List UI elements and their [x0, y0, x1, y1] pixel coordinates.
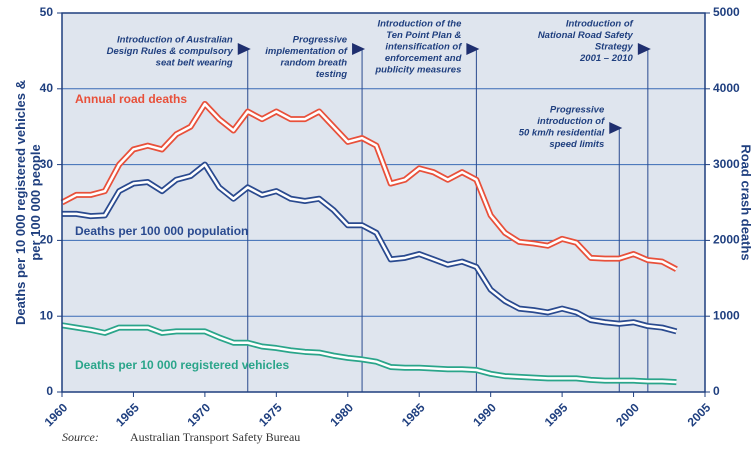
- x-tick-label: 1985: [399, 400, 428, 429]
- annotation-text: publicity measures: [374, 65, 461, 76]
- x-tick-label: 1970: [184, 400, 213, 429]
- annotation-flag: [237, 43, 251, 55]
- annotation-text: enforcement and: [385, 53, 462, 64]
- series-line: [61, 102, 678, 271]
- y2-tick-label: 2000: [713, 233, 740, 247]
- y-tick-label: 10: [40, 308, 54, 322]
- y-tick-label: 20: [40, 233, 54, 247]
- y-axis-label-line: Deaths per 10 000 registered vehicles &: [13, 80, 28, 325]
- series-line: [62, 163, 677, 333]
- annotation-flag: [637, 43, 651, 55]
- y-tick-label: 50: [40, 5, 54, 19]
- y2-tick-label: 4000: [713, 81, 740, 95]
- x-tick-label: 2000: [613, 400, 642, 429]
- annotation-text: Introduction of Australian: [117, 35, 233, 46]
- annotation-text: seat belt wearing: [156, 58, 233, 69]
- annotation-text: random breath: [281, 58, 348, 69]
- plot-frame: [61, 12, 706, 393]
- annotation-text: Introduction of: [566, 19, 634, 30]
- x-tick-label: 1975: [256, 400, 285, 429]
- annotation-text: Strategy: [595, 42, 634, 53]
- annotation-text: Introduction of the: [377, 19, 462, 30]
- annotation-flag: [352, 43, 366, 55]
- annotation-text: speed limits: [549, 139, 604, 150]
- annotation-text: 50 km/h residential: [519, 128, 605, 139]
- annotation-flag: [466, 43, 480, 55]
- x-tick-label: 1965: [113, 400, 142, 429]
- y-axis-label: Deaths per 10 000 registered vehicles &p…: [13, 80, 43, 325]
- annotation-flag: [609, 122, 623, 134]
- x-tick-label: 1995: [542, 400, 571, 429]
- annotation-text: implementation of: [265, 46, 348, 57]
- y-tick-label: 0: [46, 384, 53, 398]
- series-label: Annual road deaths: [75, 92, 187, 106]
- x-tick-label: 2005: [685, 400, 714, 429]
- plot-area: [62, 13, 705, 392]
- y-axis-label-line: per 100 000 people: [28, 144, 43, 260]
- annotation-text: Progressive: [293, 35, 348, 46]
- series-label: Deaths per 100 000 population: [75, 224, 248, 238]
- annotation-text: Progressive: [550, 105, 605, 116]
- annotation-text: intensification of: [385, 42, 462, 53]
- y2-tick-label: 1000: [713, 308, 740, 322]
- annotation-text: 2001 – 2010: [579, 53, 634, 64]
- y-tick-label: 30: [40, 157, 54, 171]
- source: Australian Transport Safety Bureau: [130, 430, 300, 444]
- y2-tick-label: 0: [713, 384, 720, 398]
- annotation-text: Design Rules & compulsory: [107, 46, 234, 57]
- series-label: Deaths per 10 000 registered vehicles: [75, 358, 289, 372]
- annotation-text: National Road Safety: [538, 30, 634, 41]
- y2-axis-label: Road crash deaths: [739, 144, 754, 260]
- y2-tick-label: 3000: [713, 157, 740, 171]
- source-label: Source:: [62, 430, 99, 444]
- annotation-text: Ten Point Plan &: [386, 30, 461, 41]
- annotation-text: testing: [316, 69, 347, 80]
- series-line: [61, 324, 677, 384]
- annotation-text: introduction of: [537, 116, 605, 127]
- y-tick-label: 40: [40, 81, 54, 95]
- x-tick-label: 1960: [42, 400, 71, 429]
- x-tick-label: 1980: [327, 400, 356, 429]
- y2-tick-label: 5000: [713, 5, 740, 19]
- x-tick-label: 1990: [470, 400, 499, 429]
